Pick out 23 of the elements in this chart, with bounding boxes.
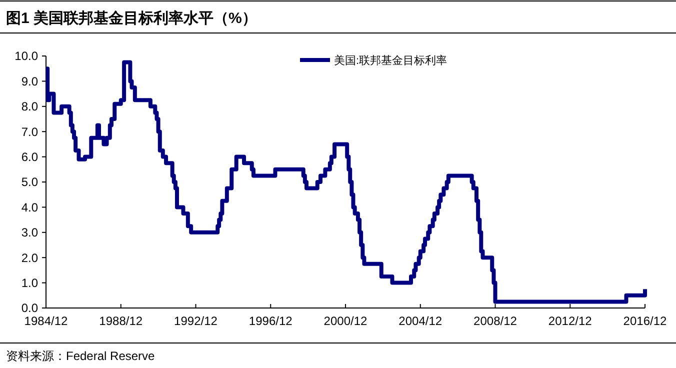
legend-label: 美国:联邦基金目标利率 bbox=[334, 54, 448, 67]
y-tick-label: 0.0 bbox=[21, 301, 38, 316]
y-tick-label: 7.0 bbox=[21, 124, 38, 139]
x-tick-label: 2016/12 bbox=[623, 314, 668, 328]
x-tick-label: 2000/12 bbox=[324, 314, 368, 328]
y-tick-label: 5.0 bbox=[21, 175, 38, 190]
x-tick-label: 1992/12 bbox=[174, 314, 218, 328]
x-tick-label: 1988/12 bbox=[99, 314, 143, 328]
y-tick-label: 9.0 bbox=[21, 74, 38, 88]
y-tick-label: 8.0 bbox=[21, 100, 38, 114]
x-tick-label: 1984/12 bbox=[24, 314, 68, 328]
x-tick-label: 1996/12 bbox=[248, 314, 293, 328]
y-tick-label: 4.0 bbox=[21, 200, 38, 214]
y-tick-label: 1.0 bbox=[21, 276, 38, 290]
text: 资料来源：Federal Reserve bbox=[6, 349, 156, 363]
chart-title: 图1 美国联邦基金目标利率水平（%） bbox=[6, 9, 257, 27]
x-tick-label: 2008/12 bbox=[474, 314, 518, 328]
x-tick-label: 2004/12 bbox=[398, 314, 442, 328]
y-tick-label: 6.0 bbox=[21, 150, 38, 164]
y-tick-label: 2.0 bbox=[21, 250, 38, 265]
y-tick-label: 10.0 bbox=[14, 49, 38, 64]
y-tick-label: 3.0 bbox=[21, 226, 38, 240]
x-tick-label: 2012/12 bbox=[548, 314, 592, 328]
